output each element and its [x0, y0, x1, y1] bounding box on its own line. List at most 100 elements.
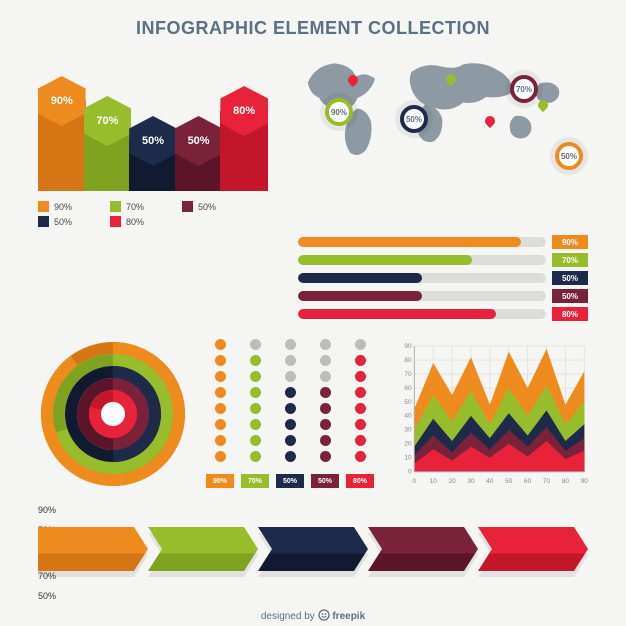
dot-column: 80%	[346, 339, 374, 488]
hprogress-row: 80%	[298, 307, 588, 321]
dot	[355, 451, 366, 462]
dot	[250, 371, 261, 382]
hprogress-row: 90%	[298, 235, 588, 249]
dot	[285, 339, 296, 350]
world-map	[296, 49, 588, 227]
svg-text:80: 80	[404, 357, 412, 364]
arrow-label: 90%	[38, 505, 588, 515]
dot	[285, 451, 296, 462]
arrow-segment	[478, 527, 588, 571]
footer-prefix: designed by	[261, 611, 315, 622]
dot	[355, 435, 366, 446]
dot	[285, 355, 296, 366]
map-badge: 70%	[510, 75, 538, 103]
dot	[355, 419, 366, 430]
page-title: INFOGRAPHIC ELEMENT COLLECTION	[0, 0, 626, 49]
arrow-segment	[368, 527, 478, 571]
hex-bar: 90%	[38, 101, 86, 191]
dot	[355, 371, 366, 382]
hex-bar-chart: 90%70%50%50%80%	[38, 49, 268, 191]
svg-text:30: 30	[404, 427, 412, 434]
legend-item: 50%	[38, 216, 94, 227]
horizontal-progress-bars: 90% 70% 50% 50% 80%	[0, 227, 626, 321]
footer-brand: freepik	[332, 611, 365, 622]
svg-text:20: 20	[404, 441, 412, 448]
legend-item: 90%	[38, 201, 94, 212]
dot	[285, 419, 296, 430]
dot	[215, 419, 226, 430]
dot	[320, 387, 331, 398]
svg-text:20: 20	[449, 478, 457, 485]
dot	[285, 371, 296, 382]
dot	[320, 355, 331, 366]
svg-text:90: 90	[404, 343, 412, 350]
dot	[250, 435, 261, 446]
hex-bar: 50%	[175, 141, 223, 191]
dot	[355, 387, 366, 398]
map-badge: 50%	[555, 142, 583, 170]
dot	[355, 339, 366, 350]
dot	[320, 451, 331, 462]
dot-column-tag: 90%	[206, 474, 234, 488]
dot	[320, 371, 331, 382]
hex-legend: 90%70%50%50%80%	[38, 191, 268, 227]
svg-text:40: 40	[404, 413, 412, 420]
stacked-area-chart: 01020304050607080900102030405060708090	[394, 339, 588, 491]
legend-item: 80%	[110, 216, 166, 227]
dot-column: 50%	[311, 339, 339, 488]
svg-text:80: 80	[562, 478, 570, 485]
svg-text:0: 0	[408, 469, 412, 476]
map-badge: 50%	[400, 105, 428, 133]
row-hexbars-map: 90%70%50%50%80% 90%70%50%50%80%	[0, 49, 626, 227]
dot-column-tag: 50%	[276, 474, 304, 488]
dot	[320, 403, 331, 414]
svg-text:10: 10	[430, 478, 438, 485]
dot	[355, 403, 366, 414]
dot	[215, 435, 226, 446]
map-badge: 90%	[325, 98, 353, 126]
dot	[250, 355, 261, 366]
svg-text:50: 50	[505, 478, 513, 485]
legend-item: 70%	[110, 201, 166, 212]
row-donut-dots-area: 90%70%50%50%80% 010203040506070809001020…	[0, 325, 626, 491]
dot	[250, 339, 261, 350]
svg-text:50: 50	[404, 399, 412, 406]
dot-matrix-chart: 90%70%50%50%80%	[206, 339, 376, 488]
dot	[250, 387, 261, 398]
hex-bar: 70%	[84, 121, 132, 191]
svg-text:60: 60	[524, 478, 532, 485]
svg-text:70: 70	[543, 478, 551, 485]
arrow-ribbon: 90%50%80% 70%50%	[0, 491, 626, 593]
arrow-segment	[148, 527, 258, 571]
dot	[215, 355, 226, 366]
arrow-segment	[38, 527, 148, 571]
hex-bar: 80%	[220, 111, 268, 191]
dot-column-tag: 50%	[311, 474, 339, 488]
hprogress-row: 50%	[298, 271, 588, 285]
dot	[285, 435, 296, 446]
svg-text:0: 0	[413, 478, 417, 485]
dot	[250, 419, 261, 430]
dot	[215, 387, 226, 398]
svg-text:30: 30	[467, 478, 475, 485]
dot	[355, 355, 366, 366]
dot	[250, 403, 261, 414]
dot-column-tag: 80%	[346, 474, 374, 488]
svg-text:90: 90	[581, 478, 588, 485]
dot	[215, 451, 226, 462]
dot	[320, 435, 331, 446]
concentric-donut	[38, 339, 188, 489]
svg-text:70: 70	[404, 371, 412, 378]
arrow-label: 70%	[38, 571, 588, 581]
dot	[320, 339, 331, 350]
hex-bar: 50%	[129, 141, 177, 191]
dot	[285, 403, 296, 414]
hprogress-row: 50%	[298, 289, 588, 303]
dot	[215, 403, 226, 414]
hprogress-row: 70%	[298, 253, 588, 267]
svg-text:60: 60	[404, 385, 412, 392]
svg-text:40: 40	[486, 478, 494, 485]
dot	[285, 387, 296, 398]
dot	[215, 339, 226, 350]
hexbars-block: 90%70%50%50%80% 90%70%50%50%80%	[38, 49, 268, 227]
